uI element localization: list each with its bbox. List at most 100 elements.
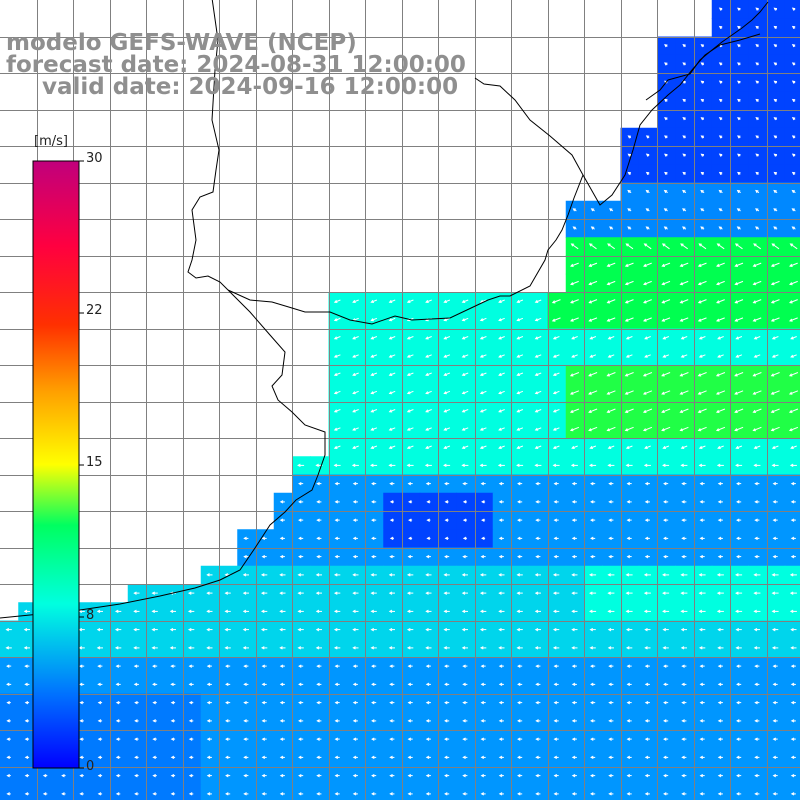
wind-arrow <box>425 646 432 650</box>
wind-arrow <box>498 445 505 449</box>
wind-arrow <box>552 445 560 449</box>
wind-arrow <box>334 719 340 723</box>
wind-arrow <box>642 408 653 413</box>
wind-arrow <box>352 427 359 431</box>
wind-arrow <box>773 208 778 212</box>
colorbar-tick-30: 30 <box>86 151 103 166</box>
wind-arrow <box>206 682 212 687</box>
wind-arrow <box>608 554 614 559</box>
wind-arrow <box>625 354 633 358</box>
wind-arrow <box>352 773 358 778</box>
wind-arrow <box>23 646 30 650</box>
wind-arrow <box>571 755 577 760</box>
wind-arrow <box>791 208 796 212</box>
wind-arrow <box>425 299 432 303</box>
wind-arrow <box>715 408 726 413</box>
wind-arrow <box>461 299 469 303</box>
wind-arrow <box>333 609 341 614</box>
wind-arrow <box>626 737 632 741</box>
wind-arrow <box>352 609 359 614</box>
wind-arrow <box>718 117 723 121</box>
wind-arrow <box>516 409 524 413</box>
wind-arrow <box>773 44 778 48</box>
wind-cell <box>273 784 293 800</box>
wind-arrow <box>316 481 322 486</box>
wind-arrow <box>516 573 523 577</box>
wind-arrow <box>570 299 579 304</box>
wind-arrow <box>333 627 341 632</box>
wind-arrow <box>626 664 632 668</box>
wind-arrow <box>607 243 615 250</box>
wind-arrow <box>462 518 467 522</box>
wind-arrow <box>682 189 687 194</box>
wind-arrow <box>755 62 759 66</box>
wind-arrow <box>316 700 322 705</box>
wind-arrow <box>661 408 671 413</box>
wind-arrow <box>681 737 687 741</box>
wind-arrow <box>352 700 358 705</box>
wind-arrow <box>462 536 467 541</box>
wind-arrow <box>700 62 705 66</box>
wind-arrow <box>243 737 249 741</box>
wind-arrow <box>260 573 268 577</box>
wind-arrow <box>352 372 359 376</box>
wind-arrow <box>626 773 632 778</box>
wind-arrow <box>498 591 505 595</box>
wind-arrow <box>571 773 577 778</box>
wind-arrow <box>97 719 103 723</box>
wind-arrow <box>608 536 614 541</box>
wind-arrow <box>316 719 322 723</box>
wind-arrow <box>461 427 469 431</box>
wind-arrow <box>551 299 561 304</box>
wind-arrow <box>206 700 212 705</box>
wind-arrow <box>517 664 523 668</box>
wind-arrow <box>535 481 541 486</box>
wind-arrow <box>407 554 413 559</box>
wind-arrow <box>752 390 762 395</box>
wind-arrow <box>425 390 432 395</box>
wind-arrow <box>406 354 414 358</box>
wind-arrow <box>333 445 341 449</box>
wind-arrow <box>517 500 523 504</box>
wind-arrow <box>664 171 668 176</box>
wind-arrow <box>516 609 523 614</box>
wind-arrow <box>552 627 560 632</box>
wind-arrow <box>206 792 212 796</box>
wind-arrow <box>24 700 30 705</box>
wind-arrow <box>790 500 796 504</box>
wind-arrow <box>789 317 798 322</box>
wind-cell <box>784 219 800 238</box>
wind-arrow <box>626 500 632 504</box>
wind-arrow <box>444 719 450 723</box>
wind-arrow <box>626 518 632 522</box>
wind-arrow <box>516 354 524 358</box>
wind-arrow <box>407 737 413 741</box>
wind-cell <box>365 784 384 800</box>
wind-arrow <box>736 208 741 212</box>
wind-cell <box>784 200 800 220</box>
wind-arrow <box>680 627 687 632</box>
wind-arrow <box>316 536 322 541</box>
wind-arrow <box>406 427 414 431</box>
wind-arrow <box>718 7 723 11</box>
wind-arrow <box>755 171 759 176</box>
wind-arrow <box>206 646 213 650</box>
wind-arrow <box>773 25 778 30</box>
wind-arrow <box>625 463 633 468</box>
wind-arrow <box>644 536 650 541</box>
wind-arrow <box>590 481 596 486</box>
wind-arrow <box>242 627 249 632</box>
wind-arrow <box>644 755 650 760</box>
wind-arrow <box>717 646 724 650</box>
wind-arrow <box>334 664 340 668</box>
wind-arrow <box>734 390 744 395</box>
wind-arrow <box>717 719 723 723</box>
wind-arrow <box>663 208 668 212</box>
wind-arrow <box>737 171 741 176</box>
wind-arrow <box>498 336 505 340</box>
wind-arrow <box>700 98 705 103</box>
wind-arrow <box>425 737 431 741</box>
wind-cell <box>784 784 800 800</box>
wind-arrow <box>682 98 686 103</box>
